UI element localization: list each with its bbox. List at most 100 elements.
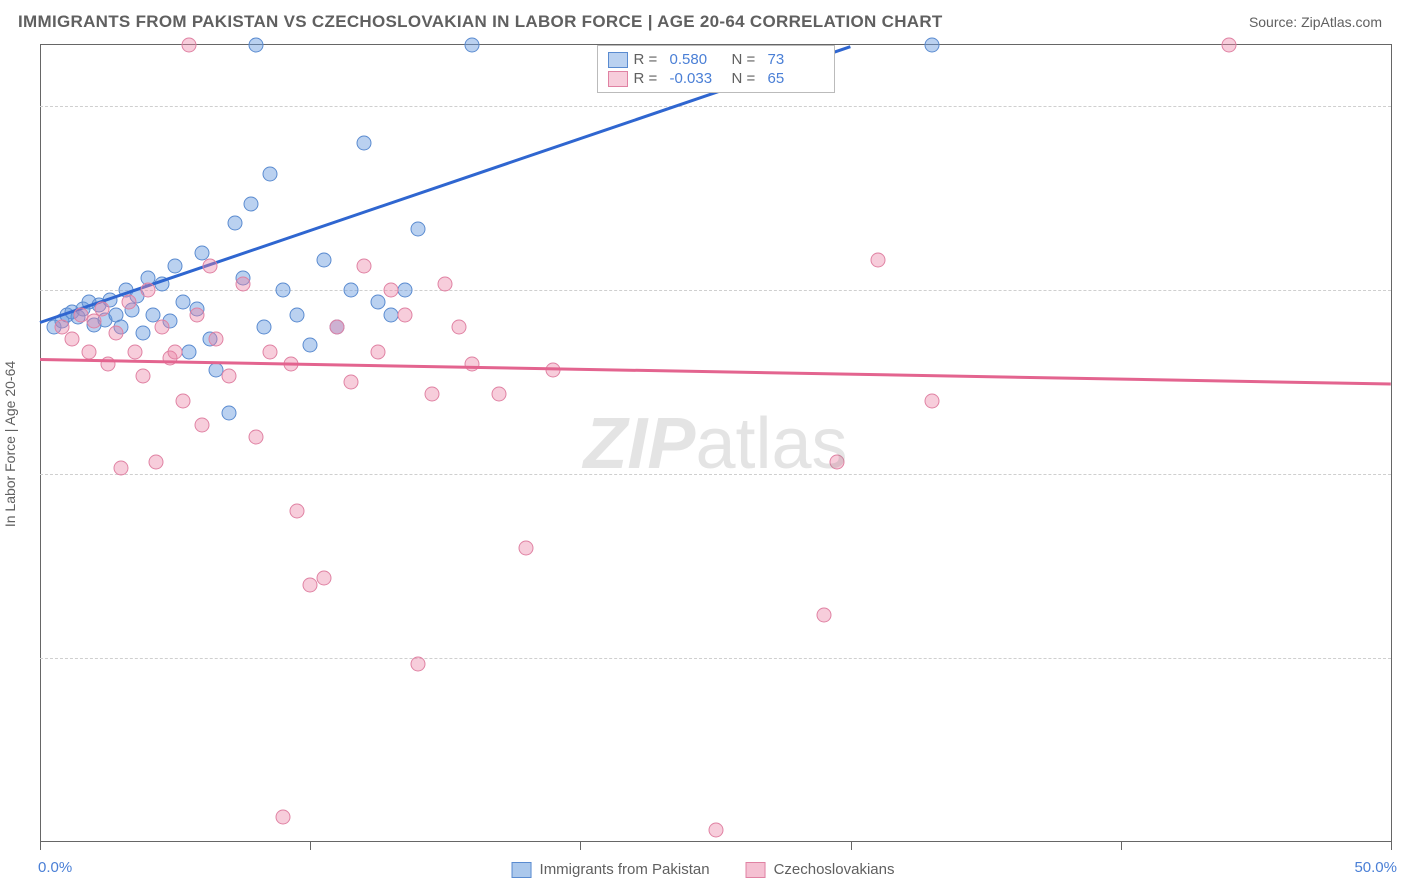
data-point [357, 136, 372, 151]
data-point [316, 252, 331, 267]
y-axis-title: In Labor Force | Age 20-64 [2, 360, 18, 526]
data-point [830, 454, 845, 469]
legend-swatch [608, 52, 628, 68]
y-tick-label: 70.0% [1401, 466, 1406, 483]
x-axis-max-label: 50.0% [1354, 859, 1397, 876]
legend-row: R = -0.033 N = 65 [608, 69, 824, 88]
chart-title: IMMIGRANTS FROM PAKISTAN VS CZECHOSLOVAK… [18, 12, 943, 32]
correlation-legend: R = 0.580 N = 73 R = -0.033 N = 65 [597, 45, 835, 93]
data-point [289, 307, 304, 322]
chart-source: Source: ZipAtlas.com [1249, 14, 1382, 30]
gridline [40, 106, 1391, 107]
data-point [235, 277, 250, 292]
data-point [195, 418, 210, 433]
data-point [816, 608, 831, 623]
trend-line [40, 358, 1391, 386]
data-point [168, 258, 183, 273]
y-tick-label: 85.0% [1401, 282, 1406, 299]
data-point [370, 295, 385, 310]
data-point [330, 320, 345, 335]
data-point [465, 38, 480, 53]
legend-swatch [746, 862, 766, 878]
data-point [438, 277, 453, 292]
x-tick [310, 842, 311, 850]
data-point [176, 393, 191, 408]
x-tick [1121, 842, 1122, 850]
data-point [357, 258, 372, 273]
data-point [208, 332, 223, 347]
legend-n-label: N = [732, 51, 762, 68]
data-point [257, 320, 272, 335]
data-point [397, 307, 412, 322]
legend-swatch [608, 71, 628, 87]
data-point [924, 38, 939, 53]
data-point [54, 320, 69, 335]
data-point [397, 283, 412, 298]
data-point [451, 320, 466, 335]
data-point [411, 221, 426, 236]
data-point [1221, 38, 1236, 53]
y-tick-label: 100.0% [1401, 98, 1406, 115]
legend-n-label: N = [732, 70, 762, 87]
data-point [465, 356, 480, 371]
x-tick [851, 842, 852, 850]
data-point [343, 283, 358, 298]
data-point [370, 344, 385, 359]
data-point [135, 326, 150, 341]
legend-r-label: R = [634, 70, 664, 87]
y-tick-label: 55.0% [1401, 650, 1406, 667]
legend-label: Czechoslovakians [774, 861, 895, 878]
header: IMMIGRANTS FROM PAKISTAN VS CZECHOSLOVAK… [0, 0, 1406, 40]
x-tick [40, 842, 41, 850]
data-point [411, 657, 426, 672]
legend-r-value: -0.033 [670, 70, 726, 87]
x-tick [580, 842, 581, 850]
data-point [708, 822, 723, 837]
data-point [276, 810, 291, 825]
data-point [424, 387, 439, 402]
data-point [122, 295, 137, 310]
data-point [924, 393, 939, 408]
legend-row: R = 0.580 N = 73 [608, 50, 824, 69]
gridline [40, 658, 1391, 659]
legend-swatch [512, 862, 532, 878]
data-point [135, 369, 150, 384]
data-point [149, 454, 164, 469]
data-point [276, 283, 291, 298]
data-point [262, 344, 277, 359]
data-point [384, 283, 399, 298]
data-point [127, 344, 142, 359]
data-point [249, 430, 264, 445]
data-point [316, 571, 331, 586]
legend-r-value: 0.580 [670, 51, 726, 68]
gridline [40, 474, 1391, 475]
data-point [227, 215, 242, 230]
legend-item: Immigrants from Pakistan [512, 861, 710, 878]
data-point [189, 307, 204, 322]
data-point [289, 503, 304, 518]
series-legend: Immigrants from Pakistan Czechoslovakians [512, 861, 895, 878]
plot-region: 55.0%70.0%85.0%100.0% [40, 45, 1391, 842]
data-point [519, 540, 534, 555]
data-point [262, 166, 277, 181]
data-point [181, 38, 196, 53]
data-point [65, 332, 80, 347]
data-point [203, 258, 218, 273]
legend-n-value: 65 [768, 70, 824, 87]
data-point [181, 344, 196, 359]
data-point [95, 301, 110, 316]
x-tick [1391, 842, 1392, 850]
data-point [243, 197, 258, 212]
data-point [222, 369, 237, 384]
data-point [168, 344, 183, 359]
data-point [154, 320, 169, 335]
legend-r-label: R = [634, 51, 664, 68]
data-point [222, 405, 237, 420]
data-point [492, 387, 507, 402]
data-point [108, 326, 123, 341]
legend-n-value: 73 [768, 51, 824, 68]
data-point [343, 375, 358, 390]
data-point [870, 252, 885, 267]
x-axis-min-label: 0.0% [38, 859, 72, 876]
legend-label: Immigrants from Pakistan [540, 861, 710, 878]
